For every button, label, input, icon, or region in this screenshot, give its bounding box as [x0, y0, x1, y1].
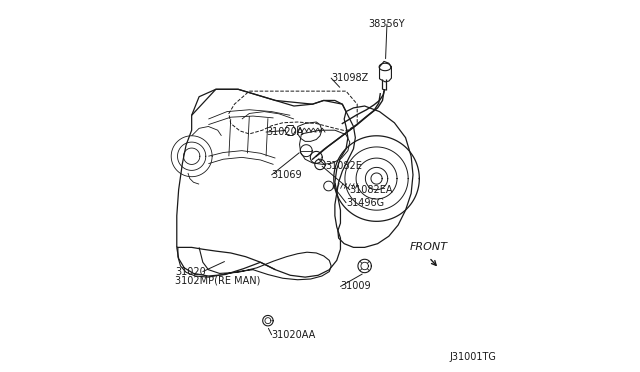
Text: FRONT: FRONT	[410, 243, 447, 252]
Text: 38356Y: 38356Y	[369, 19, 405, 29]
Text: 31020AA: 31020AA	[271, 330, 316, 340]
Text: 31020A: 31020A	[266, 127, 303, 137]
Text: 3102MP(RE MAN): 3102MP(RE MAN)	[175, 276, 260, 286]
Text: 31069: 31069	[271, 170, 302, 180]
Text: 31496G: 31496G	[346, 198, 384, 208]
Text: 31009: 31009	[340, 282, 371, 291]
Text: 31020: 31020	[175, 267, 205, 276]
Text: 31082EA: 31082EA	[349, 185, 393, 195]
Text: 31082E: 31082E	[326, 161, 362, 170]
Text: J31001TG: J31001TG	[450, 352, 497, 362]
Text: 31098Z: 31098Z	[331, 73, 369, 83]
